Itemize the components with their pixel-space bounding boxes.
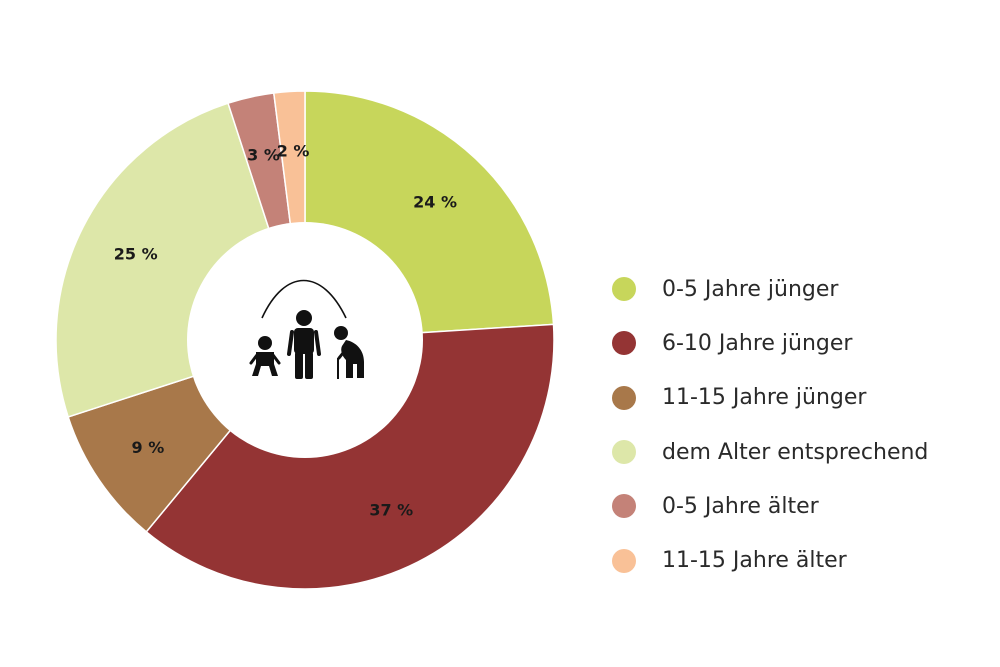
legend-label: dem Alter entsprechend [662, 439, 929, 465]
legend-item: 0-5 Jahre jünger [612, 262, 928, 316]
slice-label-4: 25 % [114, 245, 158, 264]
legend-swatch [612, 548, 636, 573]
legend-label: 6-10 Jahre jünger [662, 330, 853, 356]
legend-item: 11-15 Jahre älter [612, 533, 928, 587]
slice-2 [145, 323, 555, 590]
slice-labels: 24 % 37 % 9 % 25 % 3 %2 % [114, 141, 457, 519]
legend-label: 0-5 Jahre älter [662, 493, 819, 519]
slice-label-6: 2 % [277, 141, 310, 160]
slice-label-2: 37 % [369, 500, 413, 519]
slice-label-5: 3 % [247, 146, 280, 165]
legend-item: 11-15 Jahre jünger [612, 371, 928, 425]
legend-swatch [612, 494, 636, 519]
legend-label: 0-5 Jahre jünger [662, 276, 839, 302]
slice-label-1: 24 % [413, 192, 457, 211]
legend-swatch [612, 440, 636, 465]
legend-swatch [612, 277, 636, 302]
legend-item: dem Alter entsprechend [612, 425, 928, 479]
legend-item: 0-5 Jahre älter [612, 479, 928, 533]
family-ages-icon [249, 279, 364, 379]
chart-legend: 0-5 Jahre jünger 6-10 Jahre jünger 11-15 J… [612, 262, 928, 588]
legend-swatch [612, 331, 636, 356]
slice-label-3: 9 % [131, 438, 164, 457]
legend-label: 11-15 Jahre älter [662, 548, 847, 574]
legend-swatch [612, 385, 636, 410]
legend-item: 6-10 Jahre jünger [612, 316, 928, 370]
legend-label: 11-15 Jahre jünger [662, 385, 867, 411]
